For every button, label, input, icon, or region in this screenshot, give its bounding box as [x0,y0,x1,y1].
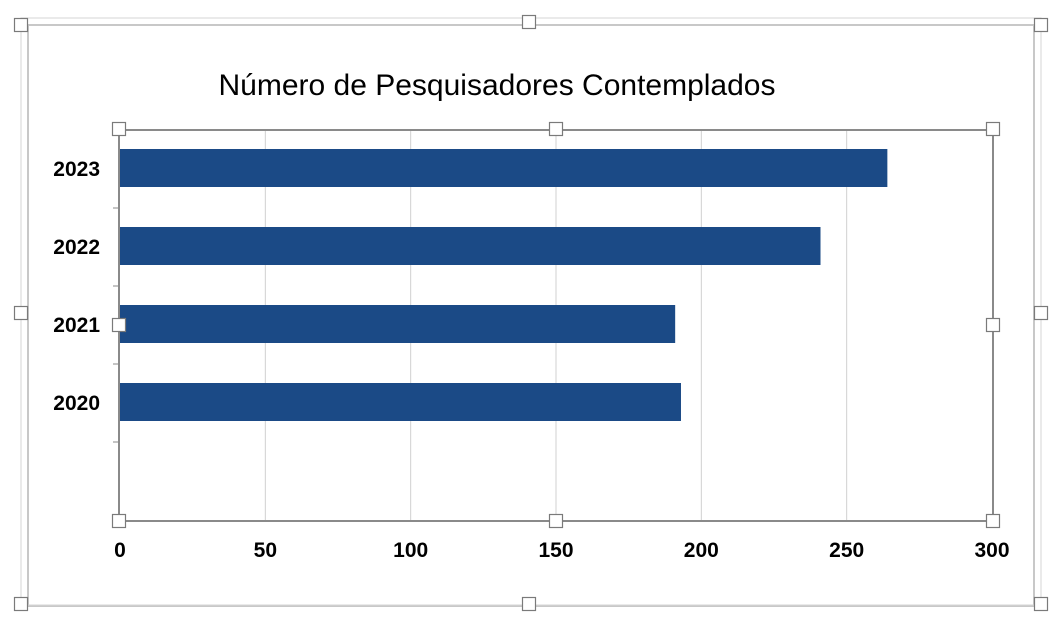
x-tick-label: 300 [974,539,1009,562]
resize-handle[interactable] [1033,305,1049,321]
x-tick-label: 50 [254,539,277,562]
x-tick-label: 150 [538,539,573,562]
resize-handle[interactable] [13,305,29,321]
resize-handle[interactable] [548,121,564,137]
resize-handle[interactable] [985,513,1001,529]
resize-handle[interactable] [985,317,1001,333]
resize-handle[interactable] [521,596,537,612]
bar-2022[interactable] [120,227,821,265]
bar-2020[interactable] [120,383,681,421]
plot-area[interactable] [113,129,994,522]
y-axis-labels: 2020 2021 2022 2023 [53,158,100,415]
chart-title[interactable]: Número de Pesquisadores Contemplados [219,69,776,102]
y-tick-label: 2021 [53,314,100,337]
resize-handle[interactable] [548,513,564,529]
resize-handle[interactable] [1033,596,1049,612]
selection-handles[interactable] [13,14,1049,612]
y-tick-label: 2022 [53,236,100,259]
resize-handle[interactable] [111,121,127,137]
resize-handle[interactable] [985,121,1001,137]
x-tick-label: 200 [684,539,719,562]
resize-handle[interactable] [13,17,29,33]
resize-handle[interactable] [13,596,29,612]
x-axis-labels: 0 50 100 150 200 250 300 [114,539,1009,562]
bar-2023[interactable] [120,149,888,187]
x-tick-label: 250 [829,539,864,562]
resize-handle[interactable] [111,513,127,529]
y-tick-label: 2020 [53,392,100,415]
bar-2021[interactable] [120,305,676,343]
bars [120,149,888,421]
resize-handle[interactable] [521,14,537,30]
resize-handle[interactable] [1033,17,1049,33]
y-tick-label: 2023 [53,158,100,181]
x-tick-label: 0 [114,539,126,562]
x-tick-label: 100 [393,539,428,562]
resize-handle[interactable] [111,317,127,333]
